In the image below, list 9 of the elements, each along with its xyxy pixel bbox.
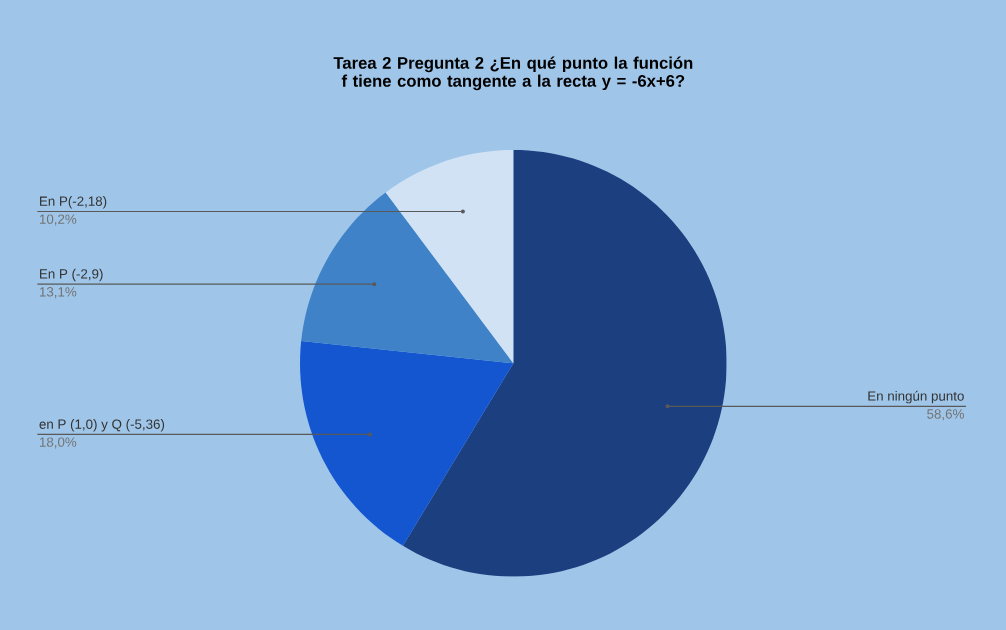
data-label: 10,2% (39, 214, 77, 226)
slice-label: en P (1,0) y Q (-5,36) (39, 419, 165, 432)
data-label: 58,6% (927, 409, 964, 421)
slice-label: En P (-2,9) (40, 268, 103, 282)
data-label: 13,1% (39, 287, 77, 299)
chart-title: Tarea 2 Pregunta 2 ¿En qué punto la función f tiene como tangente a la recta y = -6x+6? (333, 56, 693, 91)
data-label: 18,0% (39, 437, 77, 449)
slice-label: En P(-2,18) (40, 196, 107, 209)
slice-label: En ningún punto (868, 390, 964, 404)
